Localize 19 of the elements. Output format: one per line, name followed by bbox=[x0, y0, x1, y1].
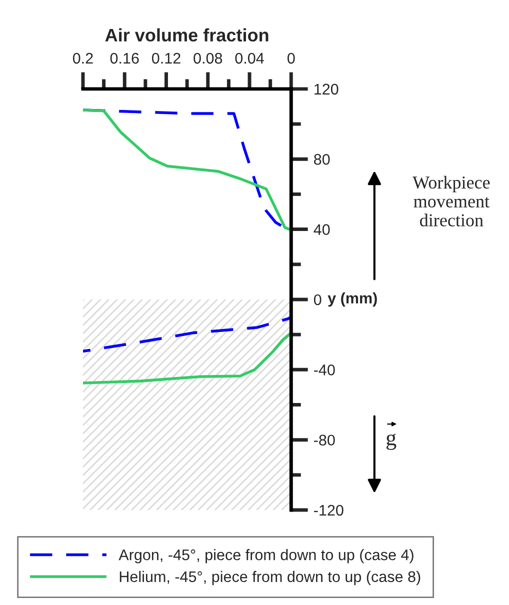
x-tick-label: 0 bbox=[287, 52, 295, 64]
legend-label: Helium, -45°, piece from down to up (case 8) bbox=[120, 570, 420, 586]
y-axis-title: y (mm) bbox=[328, 292, 377, 307]
x-tick-label: 0.12 bbox=[152, 52, 180, 64]
y-tick-label: -120 bbox=[314, 504, 344, 516]
x-tick-label: 0.04 bbox=[235, 52, 264, 64]
x-tick-label: 0.08 bbox=[194, 52, 222, 64]
y-tick-label: -40 bbox=[314, 364, 335, 376]
x-axis-title: Air volume fraction bbox=[105, 28, 268, 42]
y-tick-label: 0 bbox=[314, 294, 322, 306]
x-tick-label: 0.16 bbox=[110, 52, 139, 64]
legend-label: Argon, -45°, piece from down to up (case 4) bbox=[118, 549, 414, 564]
x-tick-label: 0.2 bbox=[72, 52, 93, 64]
text: Workpiece movement direction bbox=[412, 176, 490, 226]
text: g bbox=[386, 434, 396, 450]
y-tick-label: -80 bbox=[314, 434, 335, 446]
y-tick-label: 40 bbox=[314, 224, 330, 235]
y-tick-label: 120 bbox=[314, 84, 338, 95]
y-tick-label: 80 bbox=[314, 154, 330, 165]
